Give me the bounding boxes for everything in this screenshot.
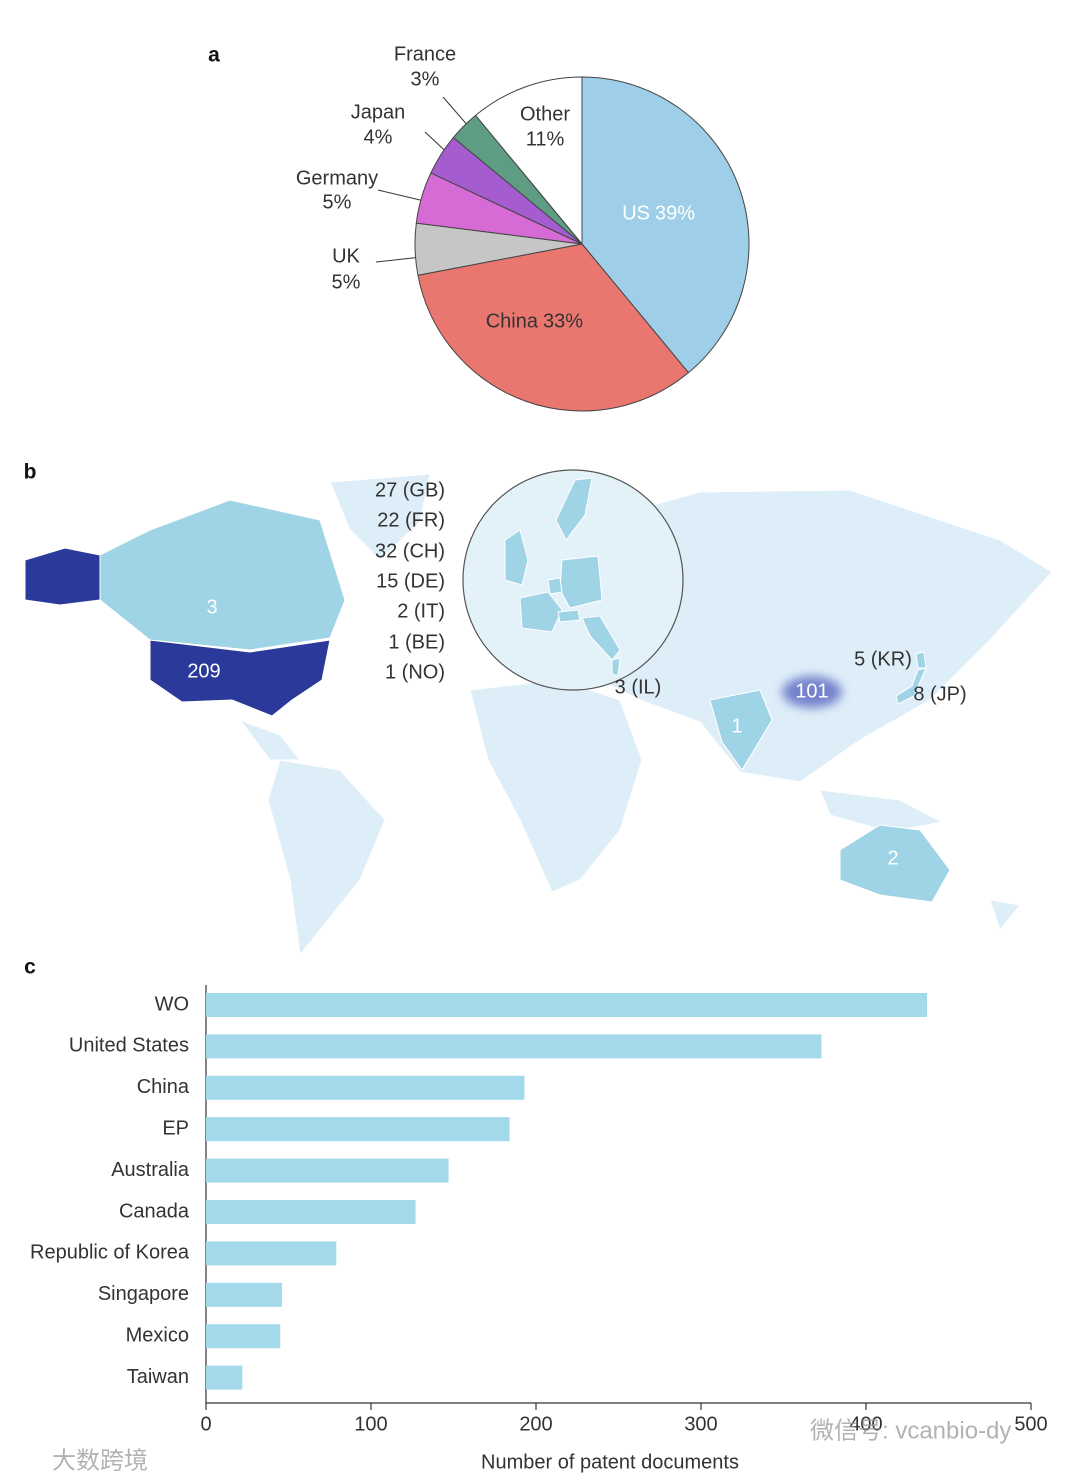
pie-slice: [581, 76, 750, 374]
region: [555, 477, 593, 541]
region: [557, 609, 581, 623]
y-tick-label: Taiwan: [127, 1366, 189, 1388]
slice-label: Germany: [296, 167, 378, 189]
bar: [206, 1034, 822, 1059]
region: [895, 667, 927, 705]
region-label: 101: [795, 680, 828, 702]
y-tick-label: Republic of Korea: [30, 1242, 190, 1264]
y-tick-label: Singapore: [98, 1283, 189, 1305]
region-glow: [782, 676, 842, 708]
bar: [206, 1365, 243, 1390]
region: [504, 529, 529, 586]
x-tick-label: 0: [200, 1413, 211, 1435]
y-tick-label: Mexico: [126, 1324, 189, 1346]
bar: [206, 1117, 510, 1142]
region: [519, 591, 563, 633]
y-tick-label: United States: [69, 1035, 189, 1057]
y-tick-label: WO: [155, 993, 189, 1015]
bar: [206, 1075, 525, 1100]
x-tick-label: 500: [1014, 1413, 1047, 1435]
region: [709, 689, 773, 771]
bar: [206, 1158, 449, 1183]
x-tick-label: 200: [519, 1413, 552, 1435]
slice-label: Other: [520, 103, 570, 125]
region-label: 3: [206, 596, 217, 618]
slice-label: China: [486, 310, 539, 332]
bar: [206, 993, 928, 1017]
region-label: 15 (DE): [376, 570, 445, 592]
slice-value-label: 5%: [323, 191, 352, 213]
y-tick-label: EP: [162, 1117, 189, 1139]
region-label: 22 (FR): [377, 509, 445, 531]
region-label: 5 (KR): [854, 648, 912, 670]
europe-inset-ring: [462, 469, 684, 691]
region: [559, 555, 603, 609]
panel-label: c: [24, 956, 36, 979]
region-label: 1 (BE): [388, 631, 445, 653]
slice-label: UK: [332, 245, 360, 267]
bar: [206, 1324, 281, 1349]
slice-value-label: 3%: [411, 68, 440, 90]
pie-slice: [417, 243, 690, 412]
region-label: 3 (IL): [615, 676, 662, 698]
slice-label: France: [394, 43, 456, 65]
watermark: 大数跨境: [52, 1447, 148, 1474]
pie-slice: [474, 76, 583, 246]
region: [839, 824, 951, 903]
region-label: 27 (GB): [375, 479, 445, 501]
bar: [206, 1241, 337, 1266]
region-label: 2: [887, 847, 898, 869]
slice-value-label: 5%: [332, 271, 361, 293]
region-label: 209: [187, 660, 220, 682]
slice-label: US: [622, 202, 650, 224]
slice-label: Japan: [351, 101, 406, 123]
panel-label: a: [208, 44, 220, 67]
region: [611, 657, 621, 677]
bar: [206, 1200, 416, 1224]
slice-value-label: 11%: [526, 128, 565, 150]
x-tick-label: 400: [849, 1413, 882, 1435]
region: [547, 577, 563, 595]
bar: [206, 1282, 282, 1307]
x-tick-label: 300: [684, 1413, 717, 1435]
slice-value-label: 39%: [655, 202, 695, 224]
region: [99, 499, 346, 651]
region-label: 2 (IT): [397, 600, 445, 622]
region: [581, 615, 621, 661]
watermark: 微信号: vcanbio-dy: [810, 1417, 1011, 1444]
y-tick-label: Canada: [119, 1200, 190, 1222]
y-tick-label: Australia: [111, 1159, 190, 1181]
panel-label: b: [24, 461, 37, 484]
region-label: 1: [731, 715, 742, 737]
region-label: 32 (CH): [375, 540, 445, 562]
y-tick-label: China: [137, 1076, 190, 1098]
region-label: 8 (JP): [913, 683, 966, 705]
x-axis-title: Number of patent documents: [481, 1451, 739, 1473]
slice-value-label: 33%: [543, 310, 583, 332]
x-tick-label: 100: [354, 1413, 387, 1435]
region-label: 1 (NO): [385, 661, 445, 683]
region: [915, 651, 927, 669]
slice-value-label: 4%: [364, 126, 393, 148]
